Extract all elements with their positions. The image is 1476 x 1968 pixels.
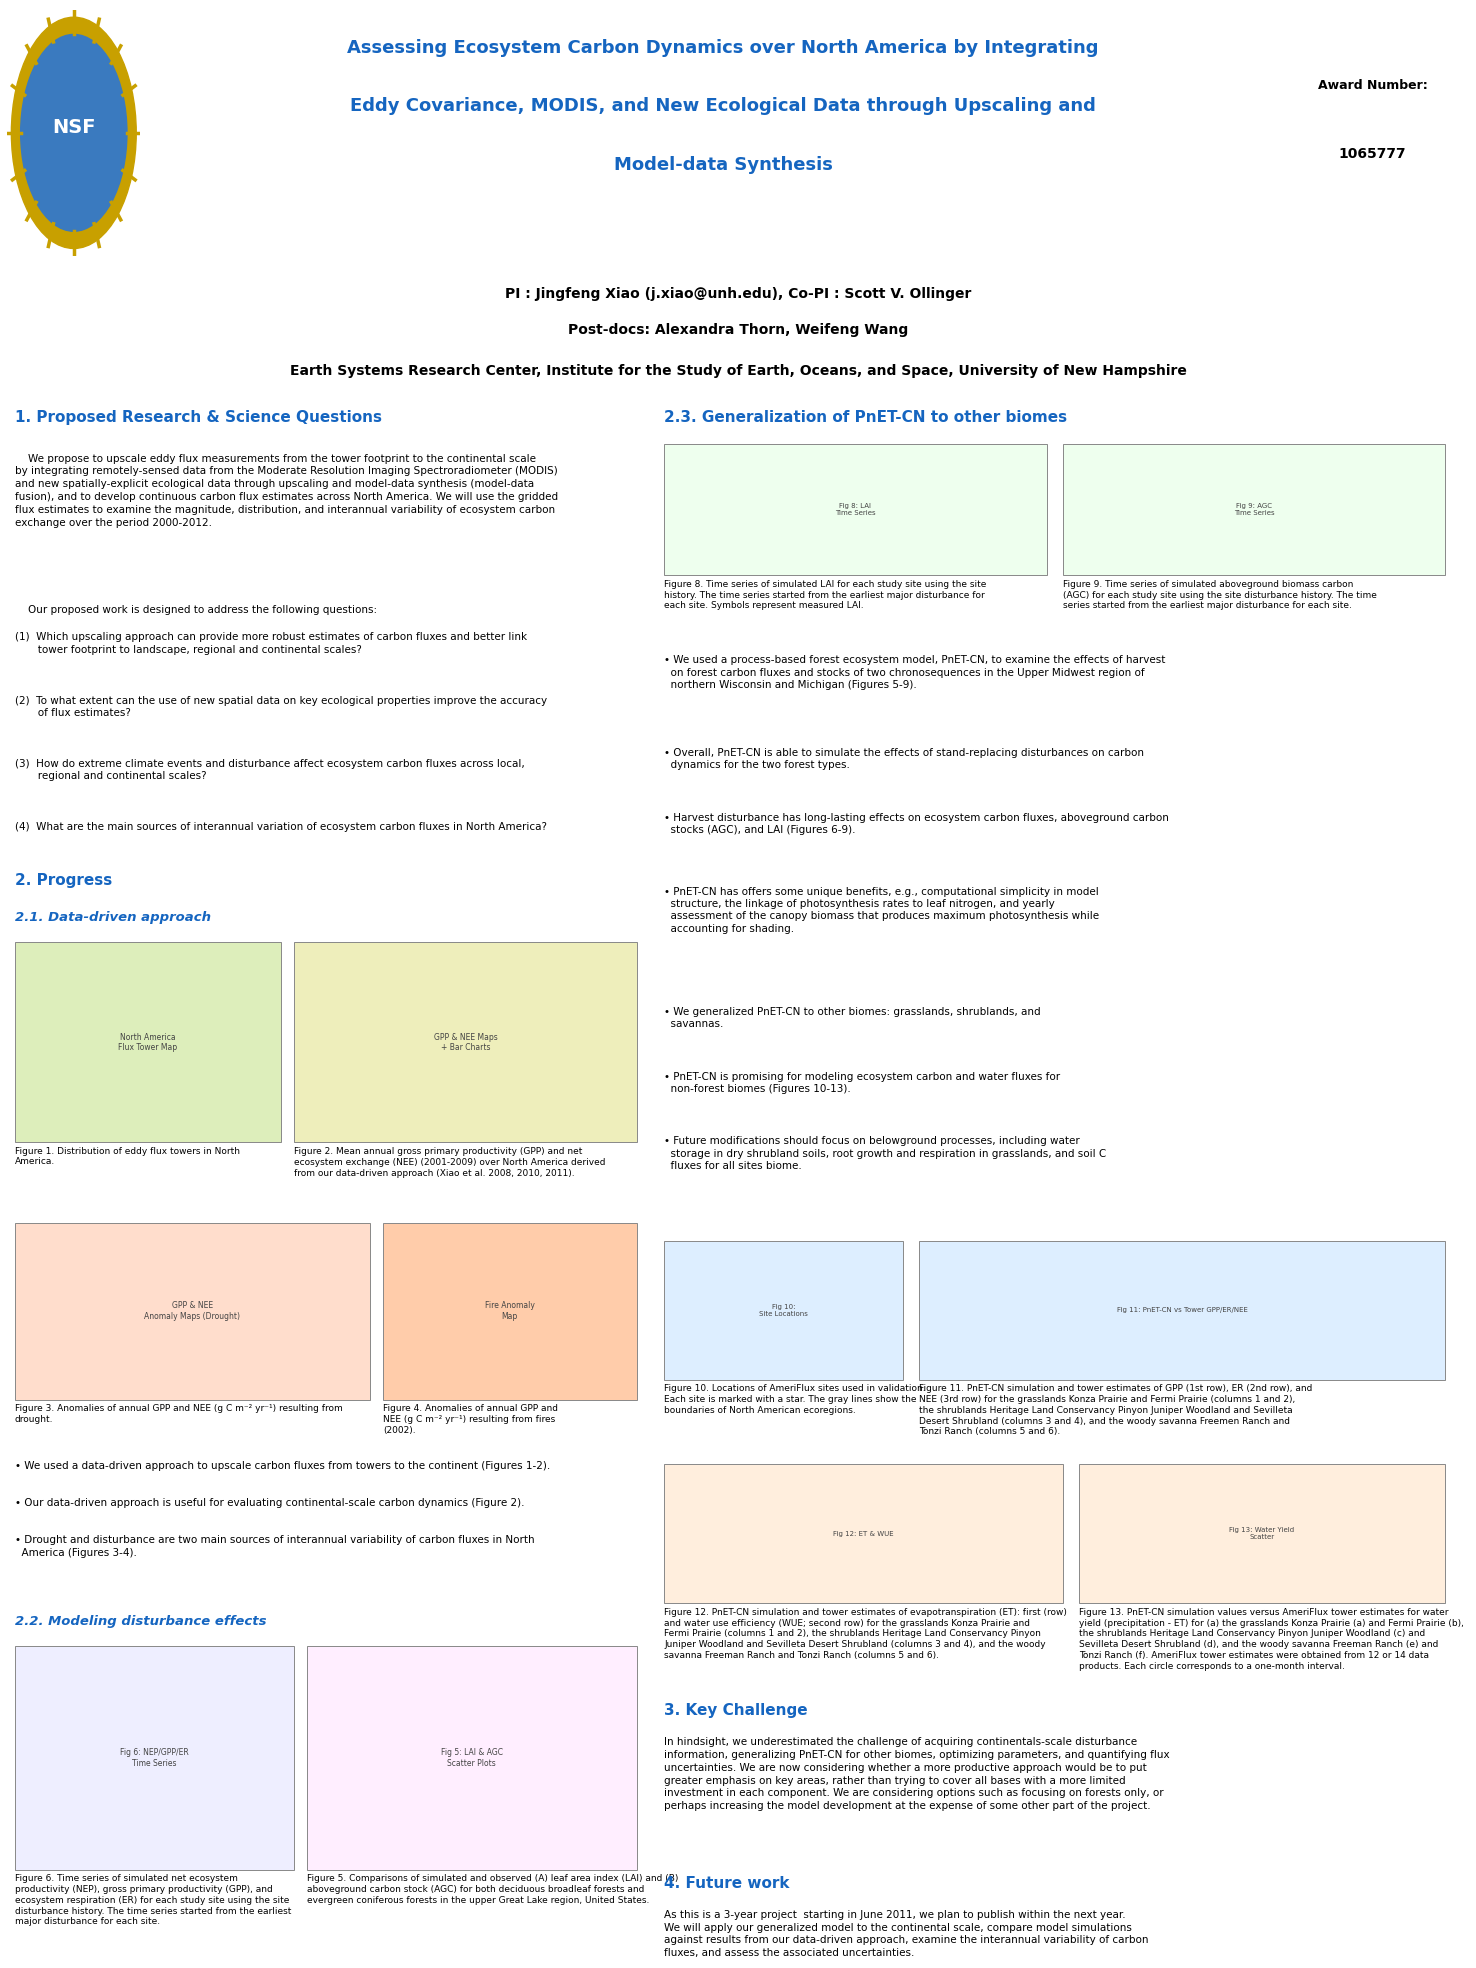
Text: • We used a data-driven approach to upscale carbon fluxes from towers to the con: • We used a data-driven approach to upsc… (15, 1462, 551, 1472)
Text: North America
Flux Tower Map: North America Flux Tower Map (118, 1033, 177, 1053)
Text: 1. Proposed Research & Science Questions: 1. Proposed Research & Science Questions (15, 411, 382, 425)
Text: Fig 8: LAI
Time Series: Fig 8: LAI Time Series (835, 504, 875, 516)
Text: Post-docs: Alexandra Thorn, Weifeng Wang: Post-docs: Alexandra Thorn, Weifeng Wang (568, 323, 908, 337)
Text: Figure 9. Time series of simulated aboveground biomass carbon
(AGC) for each stu: Figure 9. Time series of simulated above… (1063, 581, 1377, 610)
Circle shape (21, 33, 127, 230)
Text: Figure 13. PnET-CN simulation values versus AmeriFlux tower estimates for water
: Figure 13. PnET-CN simulation values ver… (1079, 1608, 1464, 1671)
Text: Figure 8. Time series of simulated LAI for each study site using the site
histor: Figure 8. Time series of simulated LAI f… (664, 581, 986, 610)
Text: Figure 4. Anomalies of annual GPP and
NEE (g C m⁻² yr⁻¹) resulting from fires
(2: Figure 4. Anomalies of annual GPP and NE… (382, 1405, 558, 1435)
Text: (2)  To what extent can the use of new spatial data on key ecological properties: (2) To what extent can the use of new sp… (15, 695, 548, 718)
Bar (307, 1647, 636, 1870)
Bar (15, 1222, 370, 1399)
Text: GPP & NEE
Anomaly Maps (Drought): GPP & NEE Anomaly Maps (Drought) (145, 1301, 241, 1321)
Text: 4. Future work: 4. Future work (664, 1876, 790, 1891)
Text: Our proposed work is designed to address the following questions:: Our proposed work is designed to address… (15, 604, 376, 614)
Text: Earth Systems Research Center, Institute for the Study of Earth, Oceans, and Spa: Earth Systems Research Center, Institute… (289, 364, 1187, 378)
Text: Fig 5: LAI & AGC
Scatter Plots: Fig 5: LAI & AGC Scatter Plots (441, 1748, 503, 1767)
Text: Figure 6. Time series of simulated net ecosystem
productivity (NEP), gross prima: Figure 6. Time series of simulated net e… (15, 1874, 291, 1927)
Text: Figure 2. Mean annual gross primary productivity (GPP) and net
ecosystem exchang: Figure 2. Mean annual gross primary prod… (294, 1147, 605, 1177)
Text: Fig 13: Water Yield
Scatter: Fig 13: Water Yield Scatter (1230, 1527, 1294, 1541)
Text: Figure 12. PnET-CN simulation and tower estimates of evapotranspiration (ET): fi: Figure 12. PnET-CN simulation and tower … (664, 1608, 1067, 1659)
Text: • Drought and disturbance are two main sources of interannual variability of car: • Drought and disturbance are two main s… (15, 1535, 534, 1559)
Text: Fig 10:
Site Locations: Fig 10: Site Locations (759, 1305, 809, 1317)
Bar (920, 1242, 1445, 1380)
Text: GPP & NEE Maps
+ Bar Charts: GPP & NEE Maps + Bar Charts (434, 1033, 497, 1053)
Text: Assessing Ecosystem Carbon Dynamics over North America by Integrating: Assessing Ecosystem Carbon Dynamics over… (347, 39, 1100, 57)
Text: • We generalized PnET-CN to other biomes: grasslands, shrublands, and
  savannas: • We generalized PnET-CN to other biomes… (664, 1008, 1041, 1029)
Text: Figure 1. Distribution of eddy flux towers in North
America.: Figure 1. Distribution of eddy flux towe… (15, 1147, 239, 1167)
Text: (4)  What are the main sources of interannual variation of ecosystem carbon flux: (4) What are the main sources of interan… (15, 823, 546, 832)
Text: As this is a 3-year project  starting in June 2011, we plan to publish within th: As this is a 3-year project starting in … (664, 1909, 1148, 1958)
Bar (294, 943, 636, 1141)
Bar (1063, 445, 1445, 575)
Text: Fig 9: AGC
Time Series: Fig 9: AGC Time Series (1234, 504, 1274, 516)
Text: Figure 10. Locations of AmeriFlux sites used in validation.
Each site is marked : Figure 10. Locations of AmeriFlux sites … (664, 1384, 925, 1415)
Bar (664, 1464, 1063, 1604)
Text: • Our data-driven approach is useful for evaluating continental-scale carbon dyn: • Our data-driven approach is useful for… (15, 1498, 524, 1507)
Text: (3)  How do extreme climate events and disturbance affect ecosystem carbon fluxe: (3) How do extreme climate events and di… (15, 760, 524, 781)
Text: Fig 6: NEP/GPP/ER
Time Series: Fig 6: NEP/GPP/ER Time Series (120, 1748, 189, 1767)
Text: 2. Progress: 2. Progress (15, 872, 112, 888)
Text: (1)  Which upscaling approach can provide more robust estimates of carbon fluxes: (1) Which upscaling approach can provide… (15, 632, 527, 655)
Bar (664, 1242, 903, 1380)
Text: We propose to upscale eddy flux measurements from the tower footprint to the con: We propose to upscale eddy flux measurem… (15, 453, 558, 527)
Text: • PnET-CN has offers some unique benefits, e.g., computational simplicity in mod: • PnET-CN has offers some unique benefit… (664, 888, 1100, 933)
Text: In hindsight, we underestimated the challenge of acquiring continentals-scale di: In hindsight, we underestimated the chal… (664, 1738, 1170, 1811)
Text: • Harvest disturbance has long-lasting effects on ecosystem carbon fluxes, above: • Harvest disturbance has long-lasting e… (664, 813, 1169, 834)
Text: 1065777: 1065777 (1339, 148, 1407, 161)
Bar (664, 445, 1046, 575)
Text: Fig 12: ET & WUE: Fig 12: ET & WUE (832, 1531, 894, 1537)
Text: Figure 5. Comparisons of simulated and observed (A) leaf area index (LAI) and (B: Figure 5. Comparisons of simulated and o… (307, 1874, 677, 1905)
Bar (15, 1647, 294, 1870)
Text: Model-data Synthesis: Model-data Synthesis (614, 155, 832, 173)
Text: • PnET-CN is promising for modeling ecosystem carbon and water fluxes for
  non-: • PnET-CN is promising for modeling ecos… (664, 1071, 1060, 1094)
Text: 2.3. Generalization of PnET-CN to other biomes: 2.3. Generalization of PnET-CN to other … (664, 411, 1067, 425)
Text: PI : Jingfeng Xiao (j.xiao@unh.edu), Co-PI : Scott V. Ollinger: PI : Jingfeng Xiao (j.xiao@unh.edu), Co-… (505, 287, 971, 301)
Circle shape (12, 18, 136, 248)
Text: Eddy Covariance, MODIS, and New Ecological Data through Upscaling and: Eddy Covariance, MODIS, and New Ecologic… (350, 96, 1097, 116)
Text: • Overall, PnET-CN is able to simulate the effects of stand-replacing disturbanc: • Overall, PnET-CN is able to simulate t… (664, 748, 1144, 769)
Bar (15, 943, 282, 1141)
Bar (15, 1958, 649, 1968)
Text: 2.2. Modeling disturbance effects: 2.2. Modeling disturbance effects (15, 1616, 266, 1628)
Text: Fire Anomaly
Map: Fire Anomaly Map (486, 1301, 534, 1321)
Bar (1079, 1464, 1445, 1604)
Text: Award Number:: Award Number: (1318, 79, 1427, 92)
Bar (382, 1222, 636, 1399)
Text: Figure 3. Anomalies of annual GPP and NEE (g C m⁻² yr⁻¹) resulting from
drought.: Figure 3. Anomalies of annual GPP and NE… (15, 1405, 342, 1425)
Text: 2.1. Data-driven approach: 2.1. Data-driven approach (15, 911, 211, 925)
Text: • We used a process-based forest ecosystem model, PnET-CN, to examine the effect: • We used a process-based forest ecosyst… (664, 655, 1166, 691)
Text: 3. Key Challenge: 3. Key Challenge (664, 1704, 807, 1718)
Text: NSF: NSF (52, 118, 96, 138)
Text: • Future modifications should focus on belowground processes, including water
  : • Future modifications should focus on b… (664, 1136, 1107, 1171)
Text: Fig 11: PnET-CN vs Tower GPP/ER/NEE: Fig 11: PnET-CN vs Tower GPP/ER/NEE (1117, 1307, 1247, 1313)
Text: Figure 11. PnET-CN simulation and tower estimates of GPP (1st row), ER (2nd row): Figure 11. PnET-CN simulation and tower … (920, 1384, 1312, 1437)
